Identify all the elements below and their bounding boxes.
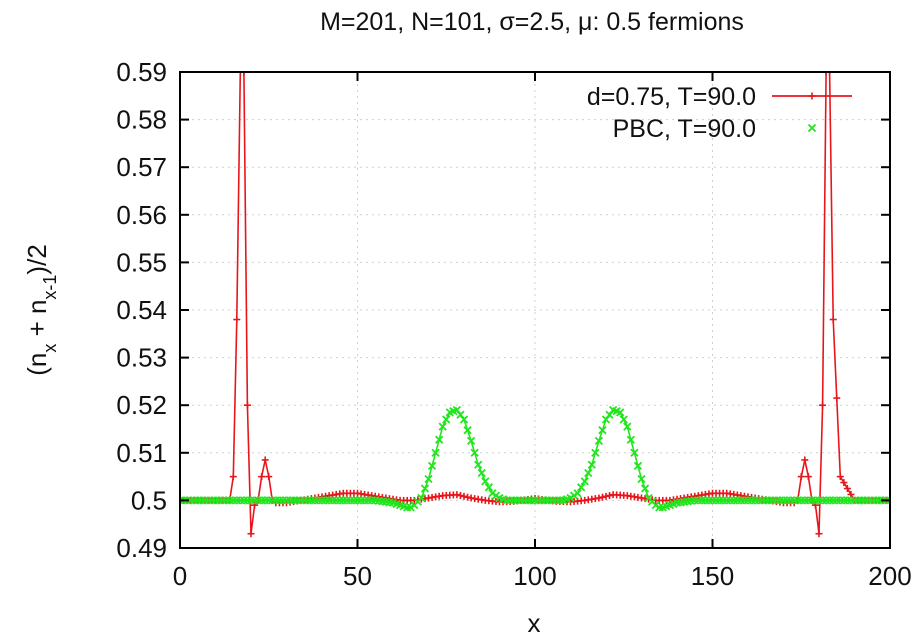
legend-label: d=0.75, T=90.0 [587, 83, 756, 111]
data-point [460, 492, 468, 500]
data-point [427, 461, 437, 471]
y-axis-label-middle: + n [22, 300, 52, 344]
x-tick-label: 0 [173, 561, 187, 591]
data-point [598, 426, 607, 435]
data-point [619, 415, 628, 424]
y-tick-label: 0.59 [116, 57, 167, 87]
chart-title: M=201, N=101, σ=2.5, μ: 0.5 fermions [320, 8, 744, 36]
data-point [229, 473, 237, 481]
series-layer [180, 72, 890, 538]
y-tick-label: 0.58 [116, 105, 167, 135]
data-point [826, 72, 834, 76]
x-tick-label: 100 [513, 561, 556, 591]
data-point [456, 492, 464, 500]
data-point [420, 484, 430, 493]
data-point [577, 483, 586, 492]
data-point [819, 401, 827, 409]
data-point [438, 422, 447, 431]
data-point [815, 530, 823, 538]
data-point [464, 493, 472, 501]
y-axis-label-sub1: x [40, 344, 60, 353]
y-tick-label: 0.51 [116, 438, 167, 468]
data-point [587, 460, 596, 469]
y-tick-label: 0.55 [116, 247, 167, 277]
y-axis-label: (nx + nx-1)/2 [22, 244, 60, 376]
data-point [463, 426, 472, 435]
data-point [417, 493, 426, 503]
data-point [573, 489, 582, 498]
legend-label: PBC, T=90.0 [613, 115, 756, 143]
data-point [829, 316, 837, 324]
data-point [466, 436, 476, 446]
x-tick-label: 50 [343, 561, 372, 591]
y-tick-label: 0.57 [116, 152, 167, 182]
data-point [598, 493, 606, 501]
y-axis-label-suffix: )/2 [22, 244, 52, 274]
data-point [431, 448, 440, 457]
data-point [233, 316, 241, 324]
data-point [236, 72, 244, 76]
data-point [836, 473, 844, 481]
data-point [477, 468, 486, 478]
data-point [637, 474, 646, 484]
y-tick-label: 0.53 [116, 343, 167, 373]
data-point [265, 473, 273, 481]
data-point [633, 461, 643, 471]
x-tick-label: 150 [691, 561, 734, 591]
data-point [885, 496, 890, 505]
series-line [180, 72, 890, 535]
y-tick-label: 0.52 [116, 390, 167, 420]
y-tick-label: 0.54 [116, 295, 167, 325]
data-point [623, 422, 632, 431]
data-point [833, 394, 841, 402]
y-tick-label: 0.5 [131, 485, 167, 515]
data-point [459, 415, 469, 424]
data-point [804, 473, 812, 481]
data-point [640, 484, 650, 493]
data-point [822, 72, 830, 76]
x-tick-label: 200 [868, 561, 911, 591]
y-axis-label-sub2: x-1 [40, 275, 60, 300]
data-point [840, 479, 848, 487]
data-point [453, 491, 461, 499]
legend-swatch-marker [807, 123, 817, 133]
data-point [240, 72, 248, 76]
data-point [435, 435, 444, 444]
grid-lines [180, 72, 890, 548]
data-point [580, 477, 589, 486]
data-point [584, 468, 593, 478]
data-point [591, 448, 600, 457]
data-point [258, 473, 266, 481]
data-point [843, 485, 851, 492]
x-axis-label: x [528, 608, 541, 638]
data-point [243, 401, 251, 409]
data-point [594, 436, 604, 446]
data-point [481, 477, 490, 486]
series-1 [180, 405, 890, 512]
data-point [602, 492, 610, 500]
data-point [616, 408, 625, 417]
axis-ticks: 0.49 0.5 0.51 0.52 0.53 0.54 0.55 0.56 0.57 0.58 0… [116, 57, 911, 591]
data-point [474, 460, 483, 469]
data-point [797, 473, 805, 481]
data-point [247, 530, 255, 538]
data-point [484, 483, 493, 492]
legend-swatch-marker [808, 92, 816, 100]
data-point [595, 494, 603, 502]
data-point [442, 415, 451, 424]
data-point [626, 435, 635, 444]
data-point [801, 456, 809, 464]
data-point [470, 448, 479, 457]
data-point [261, 456, 269, 464]
y-axis-label-prefix: (n [22, 353, 52, 376]
y-tick-label: 0.56 [116, 200, 167, 230]
legend: d=0.75, T=90.0 PBC, T=90.0 [587, 83, 852, 143]
data-point [424, 474, 433, 484]
data-point [630, 448, 639, 457]
data-point [606, 492, 614, 500]
data-point [847, 490, 855, 498]
y-tick-label: 0.49 [116, 533, 167, 563]
